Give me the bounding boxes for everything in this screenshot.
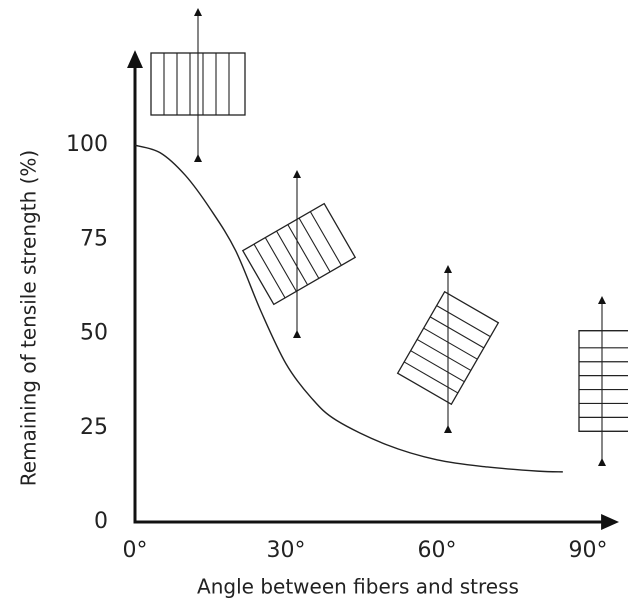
y-tick-label: 0 xyxy=(94,509,108,534)
data-line xyxy=(134,144,563,473)
x-tick-label: 0° xyxy=(123,538,148,563)
x-tick-label: 60° xyxy=(418,538,457,563)
x-tick-label: 30° xyxy=(267,538,306,563)
x-axis-title: Angle between fibers and stress xyxy=(197,575,519,599)
y-axis-title: Remaining of tensile strength (%) xyxy=(17,150,41,486)
fiber-diagrams xyxy=(150,8,628,466)
y-tick-label: 100 xyxy=(66,132,108,157)
y-tick-label: 50 xyxy=(80,321,108,346)
x-tick-label: 90° xyxy=(569,538,608,563)
y-tick-label: 25 xyxy=(80,415,108,440)
y-tick-label: 75 xyxy=(80,226,108,251)
